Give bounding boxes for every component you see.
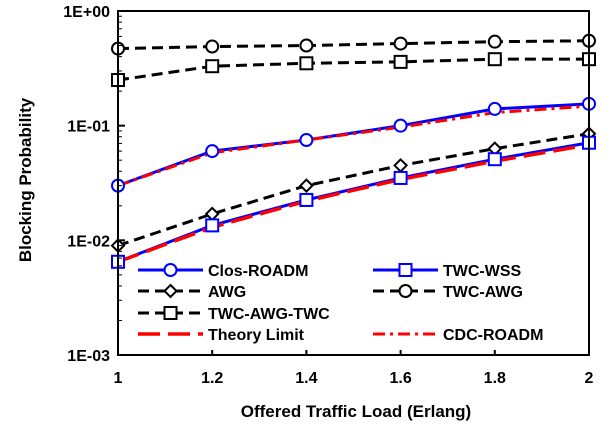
legend-marker-awg [163,283,178,299]
series-line-awg [117,132,590,248]
data-point-twc-awg-twc [299,56,314,71]
data-point-awg [393,158,409,173]
data-point-awg [298,178,314,194]
legend-label-awg: AWG [208,284,246,301]
legend: Clos-ROADM TWC-WSS AWG TWC-AWG TWC-AWG-TWC Th… [136,262,586,350]
legend-label-cdc-roadm: CDC-ROADM [443,327,543,344]
legend-label-twc-wss: TWC-WSS [443,263,522,280]
data-point-twc-awg-twc [487,52,502,67]
legend-marker-twc-wss [398,263,413,277]
x-tick-label: 2 [585,370,594,387]
data-point-twc-awg [487,34,502,49]
data-point-twc-awg [205,39,220,54]
legend-label-theory-limit: Theory Limit [208,327,305,344]
x-tick-label: 1 [114,370,123,387]
data-point-twc-awg [299,38,314,53]
x-tick-label: 1.4 [295,370,317,387]
series-line-twc-awg-twc [117,57,589,82]
y-tick-label: 1E-02 [67,233,110,250]
series-line-theory-limit [117,143,590,264]
data-point-twc-wss [205,218,220,233]
legend-background [136,262,586,350]
legend-marker-clos-roadm [163,263,178,277]
data-point-twc-awg [393,36,408,51]
legend-marker-twc-awg [398,284,413,298]
data-point-twc-wss [487,152,502,167]
data-point-twc-awg-twc [205,59,220,74]
series-markers [110,33,597,269]
series-lines [117,39,590,264]
data-point-clos-roadm [393,118,408,133]
data-point-clos-roadm [299,132,314,147]
y-tick-label: 1E+00 [63,4,110,21]
legend-label-twc-awg: TWC-AWG [443,284,523,301]
series-line-twc-awg [117,39,590,51]
legend-label-twc-awg-twc: TWC-AWG-TWC [208,306,330,323]
x-axis-title: Offered Traffic Load (Erlang) [241,402,471,421]
plot-frame [117,10,590,356]
series-line-cdc-roadm [117,104,590,188]
legend-label-clos-roadm: Clos-ROADM [208,263,308,280]
y-tick-label: 1E-01 [67,119,110,136]
x-tick-label: 1.6 [389,370,411,387]
legend-marker-twc-awg-twc [163,306,178,320]
data-point-twc-wss [393,170,408,185]
data-point-twc-awg-twc [393,54,408,69]
y-axis-title: Blocking Probability [16,97,35,262]
data-point-clos-roadm [205,144,220,159]
x-tick-label: 1.8 [484,370,506,387]
data-point-awg [204,206,220,222]
y-tick-label: 1E-03 [67,348,110,365]
x-tick-label: 1.2 [201,370,223,387]
data-point-clos-roadm [487,101,502,116]
data-point-twc-wss [299,192,314,207]
